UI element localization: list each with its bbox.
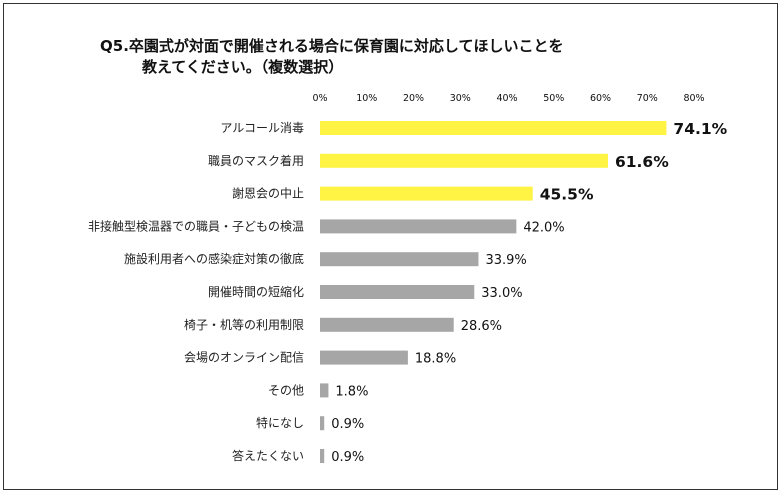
data-label: 0.9% [331, 450, 364, 465]
x-tick-label: 40% [496, 93, 517, 104]
bar [320, 449, 325, 463]
category-label: 開催時間の短縮化 [208, 284, 304, 299]
chart-title-line-1: Q5.卒園式が対面で開催される場合に保育園に対応してほしいことを [100, 37, 564, 55]
category-label: 職員のマスク着用 [208, 153, 304, 168]
bar [320, 285, 475, 299]
data-label: 61.6% [615, 153, 669, 171]
category-label: 特になし [256, 415, 304, 430]
category-label: 謝恩会の中止 [232, 186, 304, 201]
data-label: 33.9% [485, 253, 526, 268]
x-tick-label: 50% [543, 93, 564, 104]
bar [320, 252, 479, 267]
data-label: 18.8% [415, 352, 456, 367]
category-label: 答えたくない [232, 448, 304, 463]
bar [320, 383, 329, 398]
category-label: アルコール消毒 [220, 121, 304, 135]
bar [320, 153, 608, 168]
x-tick-label: 30% [450, 93, 471, 104]
x-tick-label: 20% [403, 93, 424, 104]
x-tick-label: 10% [356, 93, 377, 104]
chart-frame [3, 3, 778, 490]
category-label: 非接触型検温器での職員・子どもの検温 [88, 218, 304, 233]
data-label: 1.8% [335, 384, 368, 399]
bar [320, 350, 408, 365]
data-label: 45.5% [540, 186, 594, 204]
category-label: 椅子・机等の利用制限 [184, 318, 304, 332]
data-label: 28.6% [461, 319, 502, 334]
category-label: 施設利用者への感染症対策の徹底 [124, 251, 304, 266]
x-tick-label: 80% [683, 93, 704, 104]
bar [320, 186, 533, 201]
x-tick-label: 60% [590, 93, 611, 104]
bar [320, 317, 454, 332]
category-label: 会場のオンライン配信 [184, 351, 304, 365]
bar [320, 416, 325, 431]
bar [320, 219, 517, 234]
x-tick-label: 70% [637, 93, 658, 104]
data-label: 74.1% [673, 120, 727, 138]
category-label: その他 [268, 383, 304, 397]
data-label: 0.9% [331, 417, 364, 432]
data-label: 33.0% [481, 286, 522, 301]
x-tick-label: 0% [312, 93, 327, 104]
bar [320, 121, 667, 135]
data-label: 42.0% [523, 220, 564, 235]
chart-title-line-2: 教えてください。（複数選択） [142, 58, 344, 76]
